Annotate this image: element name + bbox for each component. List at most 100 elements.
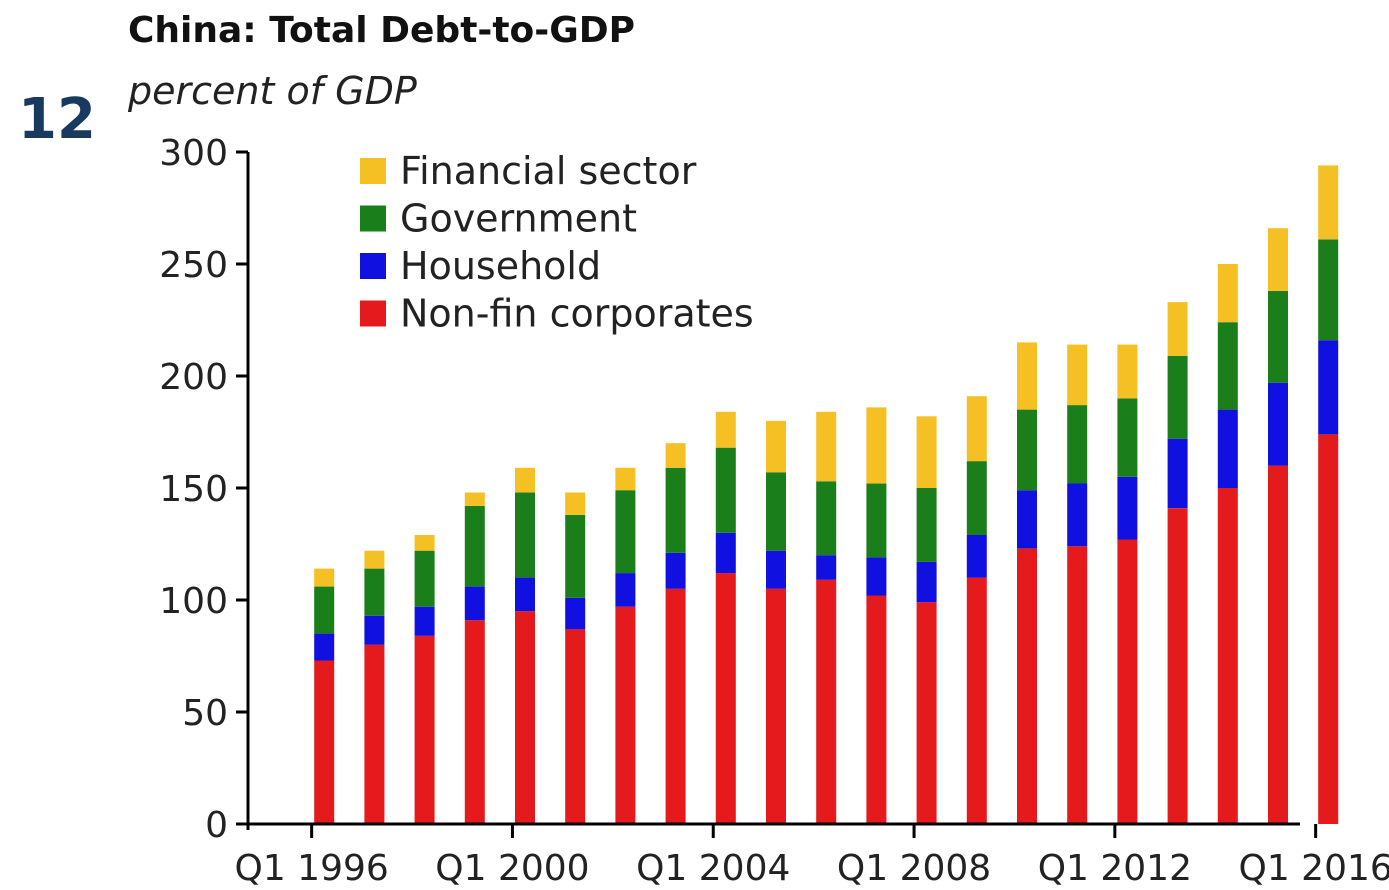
x-tick-label: Q1 1996 xyxy=(234,848,388,889)
bar-government-2008 xyxy=(916,488,937,562)
legend-label-household: Household xyxy=(400,244,601,288)
bar-non-fin-corporates-2004 xyxy=(715,573,736,824)
bar-financial-sector-2008 xyxy=(916,416,937,488)
bar-financial-sector-2011 xyxy=(1067,344,1088,406)
bar-non-fin-corporates-2014 xyxy=(1217,488,1238,824)
x-axis: Q1 1996 Q1 2000 Q1 2004 Q1 2008 Q1 2012 Q1 20… xyxy=(234,822,1389,889)
bar-financial-sector-2010 xyxy=(1017,342,1037,410)
bar-government-1998 xyxy=(414,550,435,607)
bars-group xyxy=(314,165,1339,824)
bar-non-fin-corporates-2010 xyxy=(1017,548,1037,824)
bar-financial-sector-2016 xyxy=(1318,165,1339,240)
bar-government-2010 xyxy=(1017,409,1037,491)
bar-government-2002 xyxy=(615,490,636,574)
bar-financial-sector-2001 xyxy=(565,492,586,515)
y-tick-label: 200 xyxy=(159,357,228,398)
bar-non-fin-corporates-1996 xyxy=(314,660,335,824)
y-axis: 0 50 100 150 200 250 300 xyxy=(159,133,250,846)
bar-non-fin-corporates-1997 xyxy=(364,644,385,824)
bar-non-fin-corporates-2016 xyxy=(1318,434,1339,824)
bar-government-2013 xyxy=(1167,355,1188,439)
bar-government-1997 xyxy=(364,568,385,616)
bar-non-fin-corporates-2007 xyxy=(866,595,887,824)
bar-financial-sector-2005 xyxy=(766,420,786,473)
bar-non-fin-corporates-2002 xyxy=(615,606,636,824)
y-tick-label: 300 xyxy=(159,133,228,174)
chart-subtitle: percent of GDP xyxy=(127,69,417,113)
legend-label-non-fin-corporates: Non-fin corporates xyxy=(400,292,754,336)
x-tick-label: Q1 2012 xyxy=(1038,848,1192,889)
bar-financial-sector-1997 xyxy=(364,550,385,569)
bar-non-fin-corporates-1999 xyxy=(464,620,485,824)
y-tick-label: 100 xyxy=(159,581,228,622)
bar-government-2001 xyxy=(565,514,586,598)
bar-household-2010 xyxy=(1017,490,1037,549)
bar-non-fin-corporates-2009 xyxy=(966,577,987,824)
y-tick-label: 150 xyxy=(159,469,228,510)
bar-financial-sector-2002 xyxy=(615,467,636,491)
bar-financial-sector-2004 xyxy=(715,411,736,448)
bar-government-2009 xyxy=(966,461,987,535)
bar-financial-sector-2000 xyxy=(515,467,535,493)
bar-non-fin-corporates-1998 xyxy=(414,635,435,824)
y-tick-label: 250 xyxy=(159,245,228,286)
bar-household-2002 xyxy=(615,573,636,607)
bar-non-fin-corporates-2012 xyxy=(1117,539,1138,824)
legend-swatch-household xyxy=(360,253,386,279)
bar-non-fin-corporates-2013 xyxy=(1167,508,1188,824)
bar-household-1998 xyxy=(414,606,435,636)
bar-non-fin-corporates-2008 xyxy=(916,602,937,824)
bar-household-1999 xyxy=(464,586,485,621)
bar-government-2007 xyxy=(866,483,887,558)
bar-household-2016 xyxy=(1318,340,1339,435)
bar-government-2012 xyxy=(1117,398,1138,477)
bar-government-2011 xyxy=(1067,405,1088,484)
bar-household-2005 xyxy=(766,550,786,589)
bar-government-2016 xyxy=(1318,239,1339,341)
bar-financial-sector-1996 xyxy=(314,568,335,587)
bar-household-2011 xyxy=(1067,483,1088,547)
bar-non-fin-corporates-2011 xyxy=(1067,546,1088,824)
x-tick-label: Q1 2000 xyxy=(435,848,589,889)
legend-label-financial-sector: Financial sector xyxy=(400,149,697,193)
legend-swatch-government xyxy=(360,205,386,232)
bar-household-2004 xyxy=(715,532,736,574)
bar-financial-sector-1998 xyxy=(414,535,435,551)
legend-swatch-non-fin-corporates xyxy=(360,300,386,327)
bar-financial-sector-2012 xyxy=(1117,344,1138,399)
bar-government-2006 xyxy=(816,481,837,556)
bar-government-1999 xyxy=(464,505,485,587)
bar-household-2008 xyxy=(916,561,937,603)
bar-financial-sector-2013 xyxy=(1167,302,1188,356)
bar-government-2005 xyxy=(766,472,786,551)
x-tick-label: Q1 2008 xyxy=(837,848,991,889)
bar-government-1996 xyxy=(314,586,335,634)
bar-non-fin-corporates-2001 xyxy=(565,629,586,824)
x-tick-label: Q1 2016 xyxy=(1238,848,1389,889)
legend-label-government: Government xyxy=(400,197,637,241)
bar-financial-sector-2009 xyxy=(966,396,987,462)
bar-financial-sector-2003 xyxy=(665,443,686,468)
bar-non-fin-corporates-2015 xyxy=(1268,465,1288,824)
legend-swatch-financial-sector xyxy=(360,158,386,184)
bar-government-2015 xyxy=(1268,290,1288,383)
bar-financial-sector-2014 xyxy=(1217,264,1238,323)
bar-non-fin-corporates-2005 xyxy=(766,588,786,824)
bar-non-fin-corporates-2003 xyxy=(665,588,686,824)
figure-number: 12 xyxy=(18,87,96,152)
bar-household-2012 xyxy=(1117,476,1138,540)
bar-government-2000 xyxy=(515,492,535,578)
bar-government-2014 xyxy=(1217,322,1238,410)
bar-non-fin-corporates-2000 xyxy=(515,611,535,824)
y-tick-label: 0 xyxy=(205,805,228,846)
y-tick-label: 50 xyxy=(182,693,228,734)
bar-financial-sector-2007 xyxy=(866,407,887,484)
bar-household-2007 xyxy=(866,557,887,596)
bar-government-2003 xyxy=(665,467,686,553)
bar-household-1997 xyxy=(364,615,385,645)
bar-household-1996 xyxy=(314,633,335,661)
bar-government-2004 xyxy=(715,447,736,533)
bar-financial-sector-2015 xyxy=(1268,228,1288,291)
bar-household-2006 xyxy=(816,555,837,580)
